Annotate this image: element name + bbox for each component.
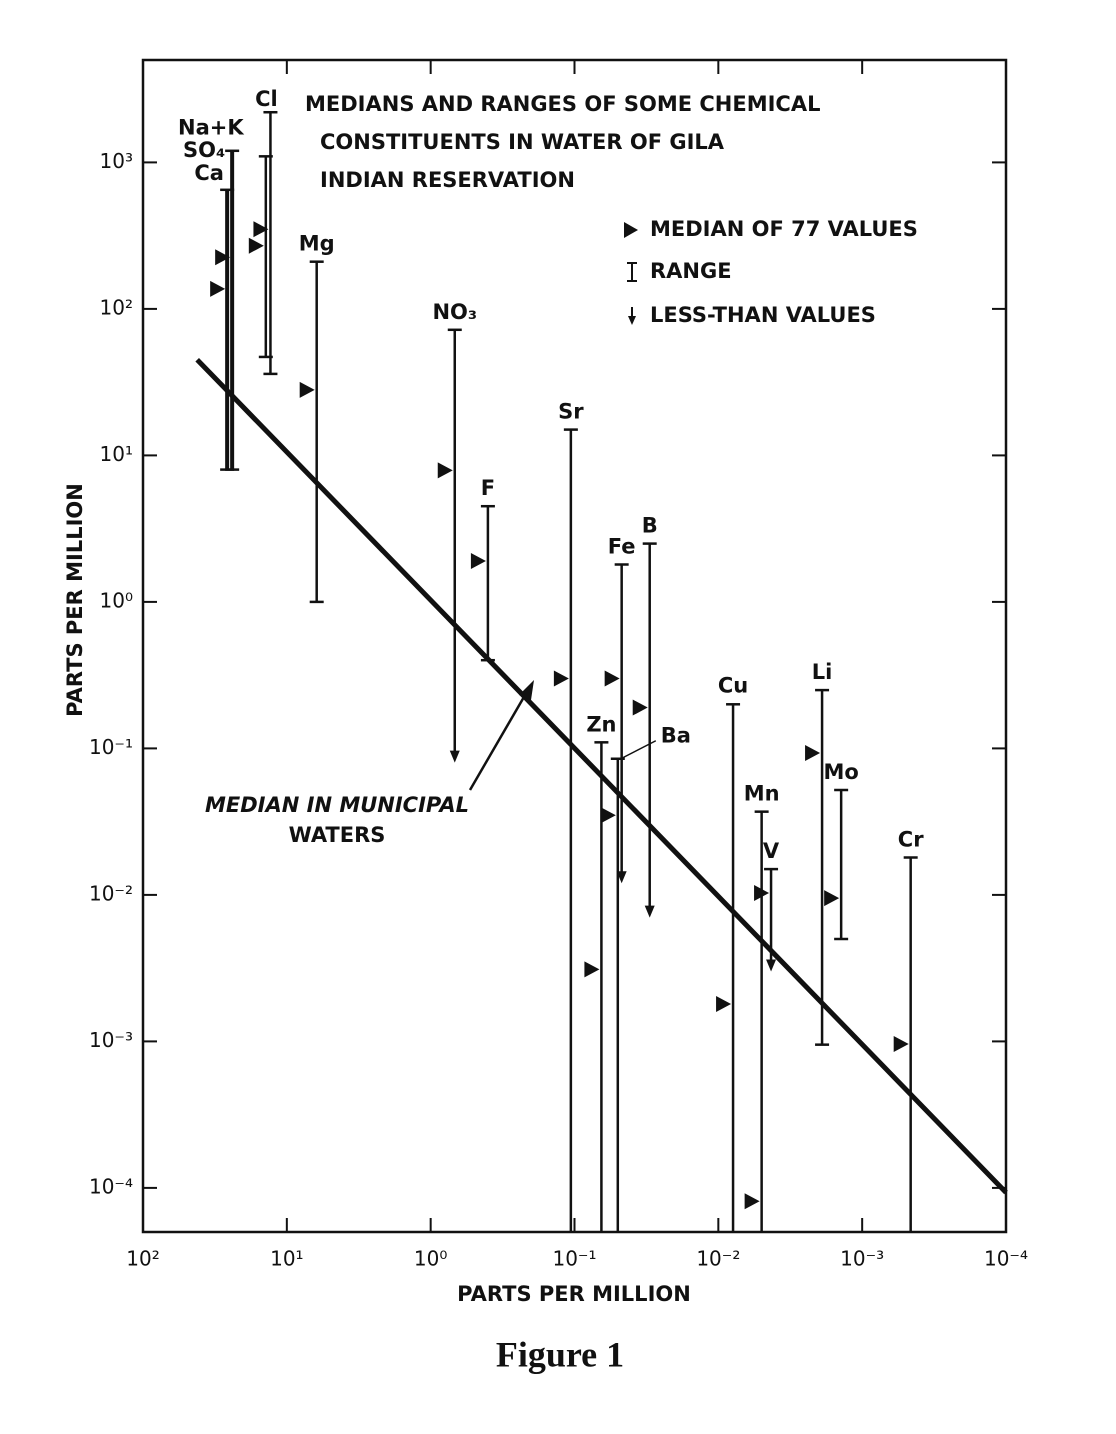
y-tick-label: 10⁻⁴ xyxy=(89,1174,133,1198)
y-tick-label: 10² xyxy=(100,295,133,319)
y-tick-label: 10⁻¹ xyxy=(89,735,133,759)
x-tick-label: 10⁰ xyxy=(414,1247,447,1271)
reference-pointer-head xyxy=(519,680,534,700)
element-label: Mg xyxy=(299,232,335,256)
less-than-arrow xyxy=(616,871,627,884)
median-marker xyxy=(716,996,732,1013)
y-tick-label: 10⁻² xyxy=(89,881,133,905)
median-marker xyxy=(553,670,569,687)
element-label: NO₃ xyxy=(432,300,477,324)
y-axis-label: PARTS PER MILLION xyxy=(63,483,87,717)
element-label: Na+K xyxy=(178,115,244,139)
median-marker xyxy=(248,237,264,254)
chart-title: CONSTITUENTS IN WATER OF GILA xyxy=(320,130,725,154)
element-label: Ba xyxy=(661,724,691,748)
median-marker xyxy=(824,890,840,907)
median-marker xyxy=(253,221,269,238)
element-label: F xyxy=(481,476,495,500)
median-marker xyxy=(805,745,821,762)
element-label: B xyxy=(642,514,658,538)
figure-caption: Figure 1 xyxy=(496,1334,624,1374)
legend-median-symbol xyxy=(624,222,638,238)
median-marker xyxy=(210,280,226,297)
less-than-arrow xyxy=(449,750,460,763)
median-marker xyxy=(600,807,616,824)
element-label: Cu xyxy=(718,673,748,697)
median-marker xyxy=(893,1035,909,1052)
less-than-arrow xyxy=(644,905,655,918)
legend-less-symbol xyxy=(628,316,636,325)
x-tick-label: 10¹ xyxy=(270,1247,303,1271)
median-marker xyxy=(744,1193,760,1210)
y-tick-label: 10¹ xyxy=(100,442,133,466)
element-label: SO₄ xyxy=(183,138,225,162)
legend-label: LESS-THAN VALUES xyxy=(650,303,876,327)
median-marker xyxy=(584,961,600,978)
element-label: Fe xyxy=(608,535,636,559)
legend-label: RANGE xyxy=(650,259,732,283)
chart-title: INDIAN RESERVATION xyxy=(320,168,575,192)
x-tick-label: 10⁻² xyxy=(696,1247,740,1271)
median-marker xyxy=(299,381,315,398)
y-tick-label: 10⁰ xyxy=(100,588,133,612)
element-label: Mo xyxy=(823,760,858,784)
element-label: V xyxy=(763,839,780,863)
reference-label: WATERS xyxy=(289,823,386,847)
element-label: Zn xyxy=(586,712,616,736)
reference-pointer xyxy=(468,689,530,791)
x-tick-label: 10² xyxy=(126,1247,159,1271)
median-marker xyxy=(632,699,648,716)
reference-label: MEDIAN IN MUNICIPAL xyxy=(205,793,469,817)
x-axis-label: PARTS PER MILLION xyxy=(457,1282,691,1306)
median-marker xyxy=(470,553,486,570)
median-marker xyxy=(215,249,231,266)
x-tick-label: 10⁻⁴ xyxy=(984,1247,1028,1271)
element-label: Mn xyxy=(744,782,780,806)
x-tick-label: 10⁻¹ xyxy=(552,1247,596,1271)
element-label: Li xyxy=(812,660,833,684)
chart-title: MEDIANS AND RANGES OF SOME CHEMICAL xyxy=(305,92,820,116)
element-label: Cl xyxy=(255,87,278,111)
element-label: Ca xyxy=(194,161,224,185)
median-marker xyxy=(437,462,453,479)
y-tick-label: 10³ xyxy=(100,149,133,173)
legend-label: MEDIAN OF 77 VALUES xyxy=(650,217,918,241)
median-marker xyxy=(754,885,770,902)
element-label: Sr xyxy=(558,400,584,424)
median-marker xyxy=(604,670,620,687)
element-label: Cr xyxy=(898,828,924,852)
x-tick-label: 10⁻³ xyxy=(840,1247,884,1271)
less-than-arrow xyxy=(766,959,777,972)
y-tick-label: 10⁻³ xyxy=(89,1028,133,1052)
